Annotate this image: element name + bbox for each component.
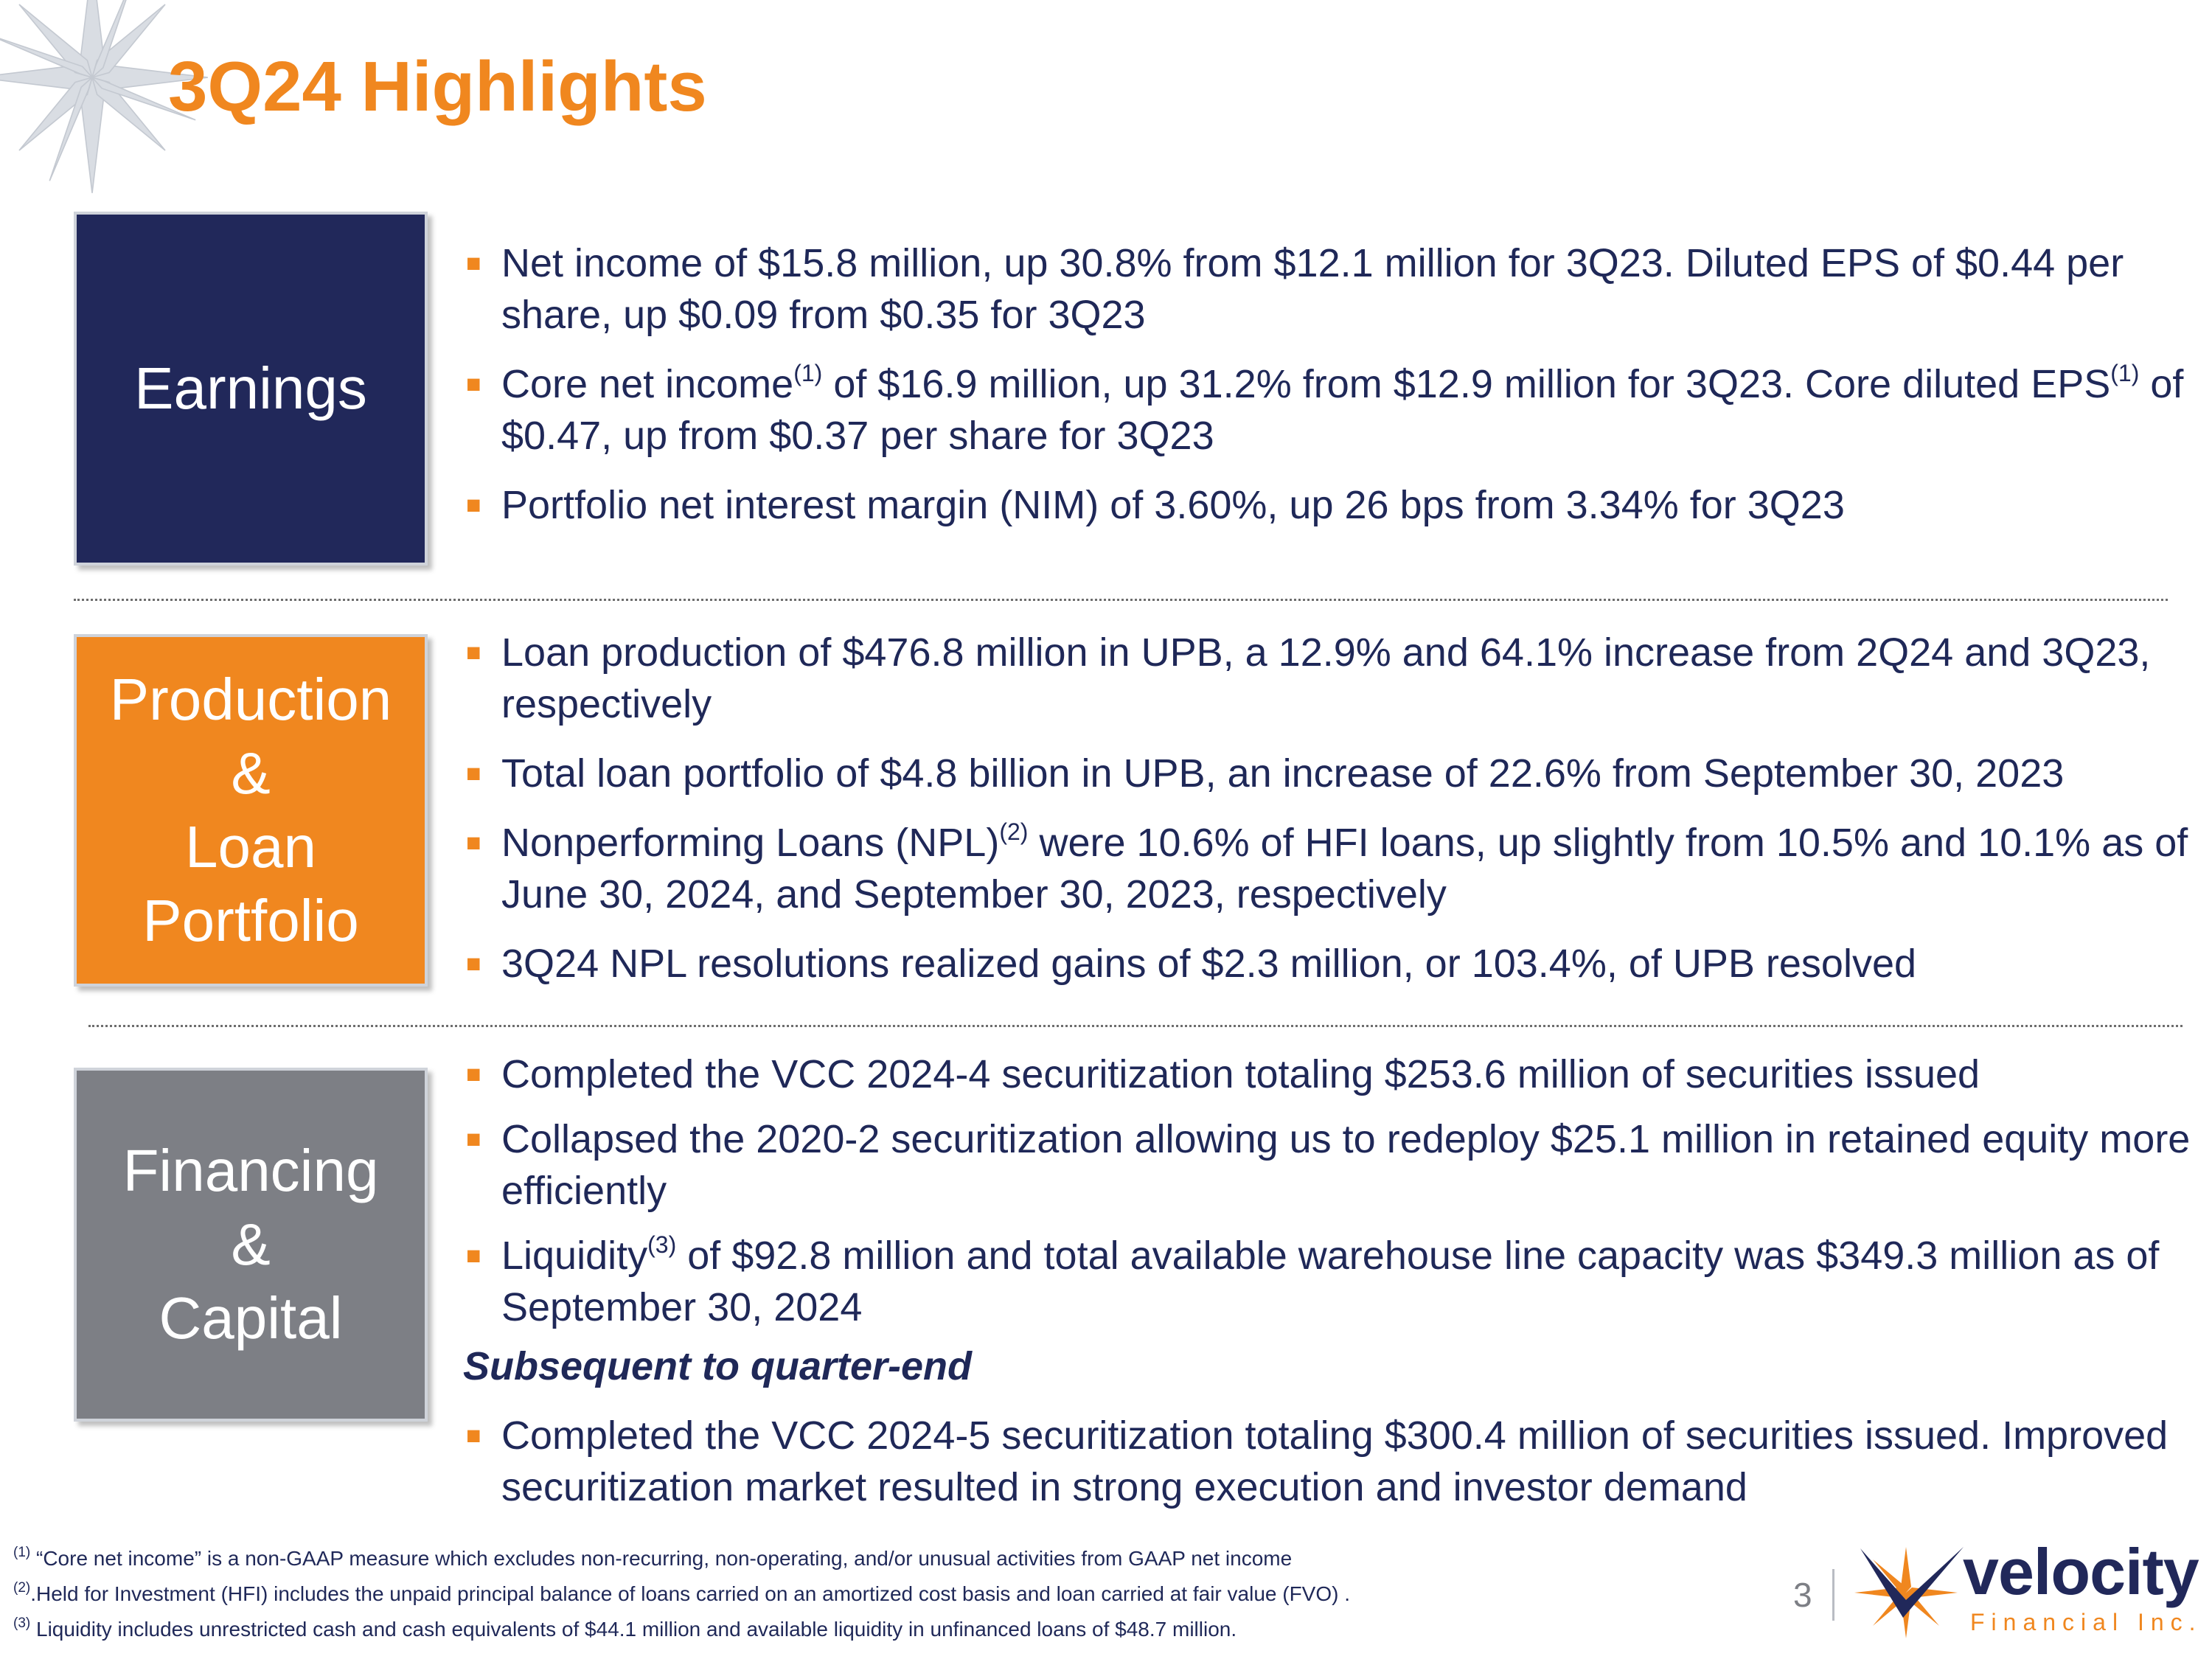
footnote-ref: (1) [793, 360, 823, 386]
subsequent-subheading: Subsequent to quarter-end [463, 1344, 973, 1388]
earnings-bullet-list: ■ Net income of $15.8 million, up 30.8% f… [463, 237, 2196, 531]
footnotes: (1) “Core net income” is a non-GAAP meas… [13, 1541, 1672, 1647]
section-label-text: Earnings [134, 355, 367, 421]
square-bullet-icon: ■ [466, 1060, 481, 1088]
section-label-financing: Financing & Capital [74, 1068, 428, 1422]
velocity-logo-wordmark: velocity [1963, 1535, 2199, 1608]
square-bullet-icon: ■ [466, 370, 481, 398]
square-bullet-icon: ■ [466, 1242, 481, 1270]
page-title: 3Q24 Highlights [168, 47, 707, 126]
list-item: ■ Net income of $15.8 million, up 30.8% f… [463, 237, 2196, 341]
square-bullet-icon: ■ [466, 1125, 481, 1153]
list-item: ■ Nonperforming Loans (NPL)(2) were 10.6%… [466, 818, 2188, 917]
footnote: (2).Held for Investment (HFI) includes t… [13, 1580, 1351, 1605]
velocity-logo-subtitle: Financial Inc. [1970, 1609, 2202, 1635]
page-number-divider [1832, 1569, 1834, 1621]
section-label-text: Production & Loan Portfolio [109, 667, 392, 953]
subsequent-bullet-list: ■ Completed the VCC 2024-5 securitization… [463, 1410, 2196, 1513]
square-bullet-icon: ■ [466, 950, 481, 978]
footnote: (3) Liquidity includes unrestricted cash… [13, 1615, 1237, 1641]
section-label-production: Production & Loan Portfolio [74, 634, 428, 987]
page-number: 3 [1793, 1576, 1812, 1614]
list-item: ■ Completed the VCC 2024-5 securitization… [463, 1410, 2196, 1513]
square-bullet-icon: ■ [466, 491, 481, 519]
list-item: ■ Portfolio net interest margin (NIM) of … [463, 479, 2196, 531]
section-label-earnings: Earnings [74, 212, 428, 566]
square-bullet-icon: ■ [466, 639, 481, 667]
square-bullet-icon: ■ [466, 829, 481, 857]
list-item: ■ Loan production of $476.8 million in UP… [463, 627, 2196, 730]
financing-bullet-list: ■ Completed the VCC 2024-4 securitization… [463, 1048, 2196, 1333]
list-item: ■ Collapsed the 2020-2 securitization all… [463, 1113, 2196, 1217]
footnote: (1) “Core net income” is a non-GAAP meas… [13, 1545, 1293, 1570]
footnote-ref: (1) [2110, 360, 2140, 386]
section-label-text: Financing & Capital [122, 1138, 379, 1351]
list-item: ■ Liquidity(3) of $92.8 million and total… [466, 1231, 2160, 1329]
production-bullet-list: ■ Loan production of $476.8 million in UP… [463, 627, 2196, 990]
section-divider [74, 599, 2168, 601]
section-divider [88, 1025, 2183, 1027]
star-decoration [0, 0, 208, 193]
list-item: ■ Total loan portfolio of $4.8 billion in… [463, 748, 2196, 799]
list-item: ■ 3Q24 NPL resolutions realized gains of … [463, 938, 2196, 990]
list-item: ■ Completed the VCC 2024-4 securitization… [463, 1048, 2196, 1100]
square-bullet-icon: ■ [466, 1422, 481, 1450]
velocity-star-logo-icon [1854, 1547, 1964, 1638]
footnote-ref: (3) [647, 1231, 677, 1258]
footnote-ref: (2) [999, 818, 1029, 845]
list-item: ■ Core net income(1) of $16.9 million, up… [466, 360, 2184, 458]
square-bullet-icon: ■ [466, 759, 481, 787]
square-bullet-icon: ■ [466, 249, 481, 277]
